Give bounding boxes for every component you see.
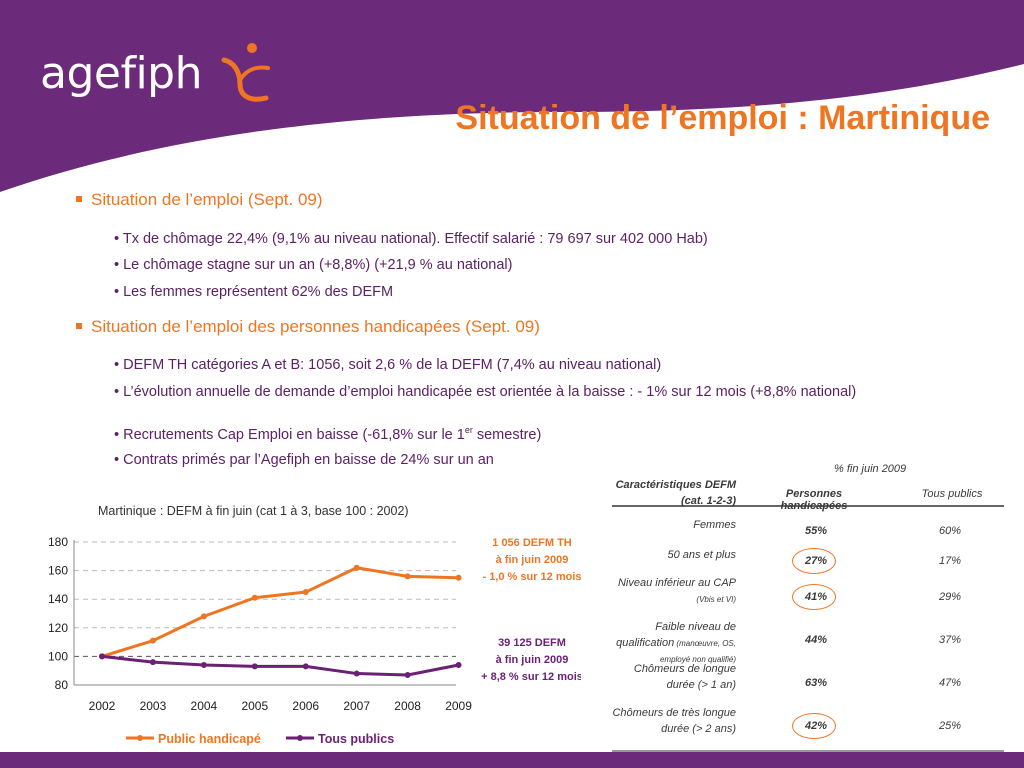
data-point [302,589,309,596]
x-tick-label: 2003 [140,699,167,713]
x-tick-label: 2004 [191,699,218,713]
row-label-text: Niveau inférieur au CAP [617,577,736,589]
data-point [404,671,411,678]
data-point [200,661,207,668]
table-cell-tp: 37% [938,634,962,646]
table-row-label: Femmes [608,518,736,534]
bullet-item: • Les femmes représentent 62% des DEFM [114,284,394,300]
table-row-header: Caractéristiques DEFM (cat. 1-2-3) [616,478,736,510]
section-heading-text: Situation de l’emploi des personnes hand… [91,317,540,336]
row-label-text: Chômeurs de longue durée (> 1 an) [633,663,736,691]
highlight-circle [792,584,836,610]
y-tick-label: 140 [48,592,68,606]
section-heading-handicap: Situation de l’emploi des personnes hand… [76,317,540,337]
data-point [353,670,360,677]
x-tick-label: 2002 [89,699,116,713]
x-tick-label: 2005 [241,699,268,713]
x-tick-label: 2009 [445,699,472,713]
table-cell-tp: 25% [938,720,962,732]
legend-label: Public handicapé [158,732,261,746]
bullet-item: • Recrutements Cap Emploi en baisse (-61… [114,425,542,443]
legend-marker [137,735,143,741]
x-tick-label: 2006 [292,699,319,713]
table-row-label: Niveau inférieur au CAP (Vbis et VI) [608,576,736,608]
table-super-header: % fin juin 2009 [834,463,907,475]
table-header-rule [612,505,1004,507]
y-tick-label: 160 [48,564,68,578]
row-label-text: Femmes [693,519,736,531]
chart-annotation: - 1,0 % sur 12 mois [482,571,581,583]
row-label-note: (manœuvre, OS, employé non qualifié) [659,638,736,664]
section-heading-emploi: Situation de l’emploi (Sept. 09) [76,190,323,210]
bullet-text: semestre) [472,426,542,443]
bullet-item: • Contrats primés par l’Agefiph en baiss… [114,452,494,468]
section-heading-text: Situation de l’emploi (Sept. 09) [91,190,323,209]
series-line-1 [101,654,459,677]
bullet-square-icon [76,322,82,329]
page-title: Situation de l’emploi : Martinique [455,99,990,137]
row-label-text: Chômeurs de très longue durée (> 2 ans) [612,707,736,735]
chart-annotation: + 8,8 % sur 12 mois [481,671,581,683]
chart-annotation: à fin juin 2009 [496,654,569,666]
table-cell-tp: 60% [938,525,962,537]
chart-annotation: 1 056 DEFM TH [492,537,572,549]
legend-marker [297,735,303,741]
column-header: Personnes handicapées [780,488,848,512]
header-text: (cat. 1-2-3) [680,494,736,507]
table-bottom-rule [612,750,1004,752]
row-label-text: Faible niveau de qualification [616,621,736,649]
data-point [149,659,156,666]
superscript: er [464,425,473,435]
x-tick-label: 2007 [343,699,370,713]
row-label-text: 50 ans et plus [667,549,737,561]
y-tick-label: 100 [48,649,68,663]
bullet-item: • Le chômage stagne sur un an (+8,8%) (+… [114,257,513,273]
data-point [251,594,258,601]
bullet-item: • Tx de chômage 22,4% (9,1% au niveau na… [114,231,708,247]
table-row-label: Chômeurs de longue durée (> 1 an) [608,662,736,694]
legend-label: Tous publics [318,732,394,746]
y-tick-label: 180 [48,535,68,549]
table-cell-ph: 55% [804,525,828,537]
y-tick-label: 80 [55,678,69,692]
bullet-item: • DEFM TH catégories A et B: 1056, soit … [114,357,662,373]
column-header: Tous publics [921,488,983,500]
data-point [251,663,258,670]
chart-annotation: 39 125 DEFM [498,637,566,649]
table-cell-tp: 47% [938,677,962,689]
x-tick-label: 2008 [394,699,421,713]
highlight-circle [792,548,836,574]
table-cell-ph: 44% [804,634,828,646]
bullet-item: • L’évolution annuelle de demande d’empl… [114,384,857,400]
series-line-0 [101,566,459,658]
bullet-square-icon [76,195,82,202]
agefiph-logo: agefiph [40,48,203,99]
defm-characteristics-table: % fin juin 2009 Caractéristiques DEFM (cat… [612,458,1004,756]
table-cell-tp: 17% [938,555,962,567]
data-point [353,564,360,571]
data-point [99,653,105,660]
bullet-text: • Recrutements Cap Emploi en baisse (-61… [114,426,465,443]
table-cell-tp: 29% [938,591,962,603]
defm-line-chart: Martinique : DEFM à fin juin (cat 1 à 3,… [48,504,581,746]
chart-title: Martinique : DEFM à fin juin (cat 1 à 3,… [98,504,409,518]
row-label-note: (Vbis et VI) [696,594,736,604]
data-point [455,574,462,581]
data-point [455,661,462,668]
chart-annotation: à fin juin 2009 [496,554,569,566]
header-text: Caractéristiques DEFM [615,479,736,491]
y-tick-label: 120 [48,621,68,635]
data-point [200,613,207,620]
data-point [302,663,309,670]
table-row-label: 50 ans et plus [608,548,737,564]
highlight-circle [792,713,836,739]
table-row-label: Chômeurs de très longue durée (> 2 ans) [608,706,736,738]
table-row-label: Faible niveau de qualification (manœuvre… [608,620,736,668]
data-point [149,637,156,644]
logo-swoosh-icon [221,43,270,102]
table-cell-ph: 63% [804,677,828,689]
data-point [404,573,411,580]
